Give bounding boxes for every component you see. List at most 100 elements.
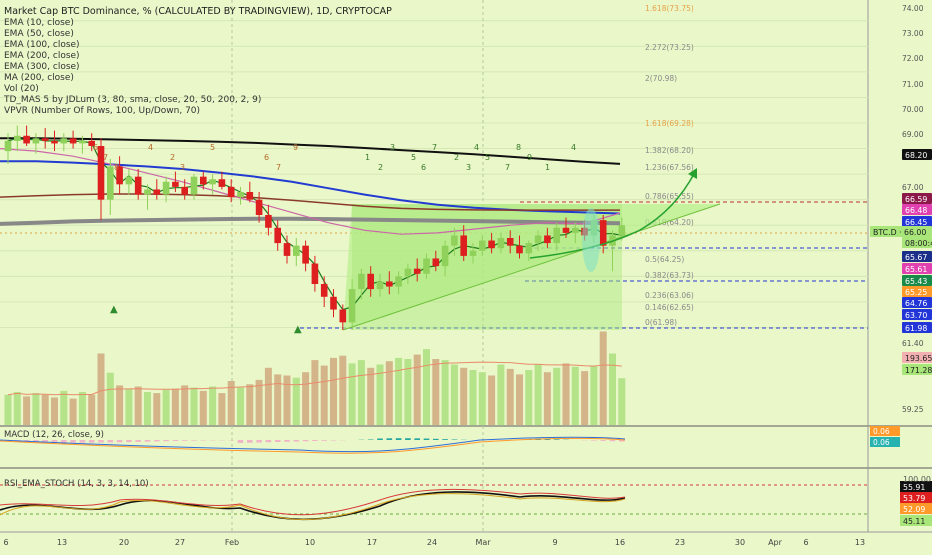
td-count: 5 [485, 153, 490, 162]
legend-ema100[interactable]: EMA (100, close) [4, 40, 80, 50]
macd-hist-bar [266, 440, 272, 442]
volume-bar [460, 368, 467, 425]
candle-body [572, 228, 579, 233]
fib-label: 2(70.98) [645, 74, 677, 83]
candle-body [367, 274, 374, 289]
candle-body [563, 228, 570, 233]
legend-volume[interactable]: Vol (20) [4, 84, 39, 94]
price-badge-text: 66.59 [905, 195, 927, 204]
price-tick: 73.00 [902, 29, 924, 38]
signal-triangle: ▲ [294, 324, 302, 335]
price-badge-text: 193.658B [905, 354, 932, 363]
fib-label: 1.618(73.75) [645, 4, 694, 13]
td-count: 2 [378, 163, 383, 172]
macd-hist-bar [294, 440, 300, 442]
legend-ema300[interactable]: EMA (300, close) [4, 62, 80, 72]
stoch-badge-text: 52.09 [903, 505, 925, 514]
time-tick: 6 [803, 538, 808, 547]
td-count: 8 [114, 163, 119, 172]
price-badge-text: 171.285B [905, 366, 932, 375]
time-tick: 23 [675, 538, 685, 547]
volume-bar [470, 370, 477, 425]
time-tick: 16 [615, 538, 625, 547]
stoch-badge-text: 55.91 [903, 483, 925, 492]
time-tick: Apr [768, 538, 783, 547]
candle-body [507, 238, 514, 246]
candle-body [274, 228, 281, 243]
price-badge-text: 61.98 [905, 324, 927, 333]
candle-body [284, 243, 291, 256]
macd-hist-bar [442, 439, 448, 440]
macd-label[interactable]: MACD (12, 26, close, 9) [4, 430, 104, 440]
volume-bar [367, 368, 374, 425]
legend-ema200[interactable]: EMA (200, close) [4, 51, 80, 61]
macd-hist-bar [321, 440, 327, 441]
candle-body [228, 187, 235, 197]
fib-label: 0.382(63.73) [645, 271, 694, 280]
stoch-axis-top: 100.00 [903, 475, 931, 484]
macd-hist-bar [154, 440, 160, 441]
td-count: 7 [505, 163, 510, 172]
volume-bar [330, 358, 337, 425]
volume-bar [98, 354, 105, 426]
price-badge-text: 66.48 [905, 206, 927, 215]
time-tick: 13 [57, 538, 67, 547]
volume-bar [265, 368, 272, 425]
candle-body [526, 243, 533, 253]
legend-td-mas[interactable]: TD_MAS 5 by JDLum (3, 80, sma, close, 20… [3, 95, 261, 105]
macd-hist-bar [275, 440, 281, 442]
td-count: 1 [545, 163, 550, 172]
volume-bar [14, 392, 21, 425]
highlight-ellipse [582, 208, 600, 272]
legend-vpvr[interactable]: VPVR (Number Of Rows, 100, Up/Down, 70) [4, 106, 200, 116]
volume-bar [497, 365, 504, 426]
macd-hist-bar [554, 439, 560, 440]
candle-body [312, 264, 319, 284]
td-count: 8 [516, 143, 521, 152]
volume-bar [553, 368, 560, 425]
volume-bar [516, 374, 523, 425]
volume-bar [349, 363, 356, 425]
time-tick: 13 [855, 538, 865, 547]
volume-bar [256, 380, 263, 425]
stoch-label[interactable]: RSI_EMA_STOCH (14, 3, 3, 14, 10) [4, 479, 149, 489]
volume-bar [311, 360, 318, 425]
volume-bar [274, 374, 281, 425]
candle-body [423, 258, 430, 273]
price-tick: 69.00 [902, 130, 924, 139]
td-count: 6 [264, 153, 269, 162]
volume-bar [358, 360, 365, 425]
volume-bar [590, 366, 597, 425]
volume-bar [237, 388, 244, 425]
candle-body [460, 235, 467, 255]
macd-hist-bar [126, 440, 132, 442]
time-tick: Mar [475, 538, 491, 547]
candle-body [479, 241, 486, 251]
volume-bar [284, 376, 291, 426]
legend-ema50[interactable]: EMA (50, close) [4, 29, 74, 39]
volume-bar [395, 358, 402, 425]
stoch-badge-text: 53.79 [903, 494, 925, 503]
macd-hist-bar [414, 438, 420, 440]
candle-body [172, 182, 179, 187]
candle-body [600, 220, 607, 246]
volume-bar [386, 361, 393, 425]
volume-bar [544, 372, 551, 425]
volume-bar [42, 395, 49, 425]
volume-bar [609, 354, 616, 426]
volume-bar [339, 356, 346, 425]
time-tick: 30 [735, 538, 745, 547]
fib-label: 0.786(65.55) [645, 192, 694, 201]
macd-hist-bar [591, 440, 597, 441]
fib-label: 0(61.98) [645, 318, 677, 327]
macd-hist-bar [247, 440, 253, 443]
signal-triangle: ▲ [110, 304, 118, 315]
legend-ema10[interactable]: EMA (10, close) [4, 18, 74, 28]
volume-bar [51, 398, 58, 426]
candle-body [200, 177, 207, 185]
macd-hist-bar [424, 439, 430, 440]
td-count: 4 [474, 143, 479, 152]
legend-ma200[interactable]: MA (200, close) [4, 73, 74, 83]
macd-badge-text: 0.06 [873, 438, 890, 447]
